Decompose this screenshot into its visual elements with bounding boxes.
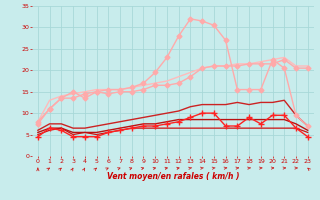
X-axis label: Vent moyen/en rafales ( km/h ): Vent moyen/en rafales ( km/h )	[107, 172, 239, 181]
